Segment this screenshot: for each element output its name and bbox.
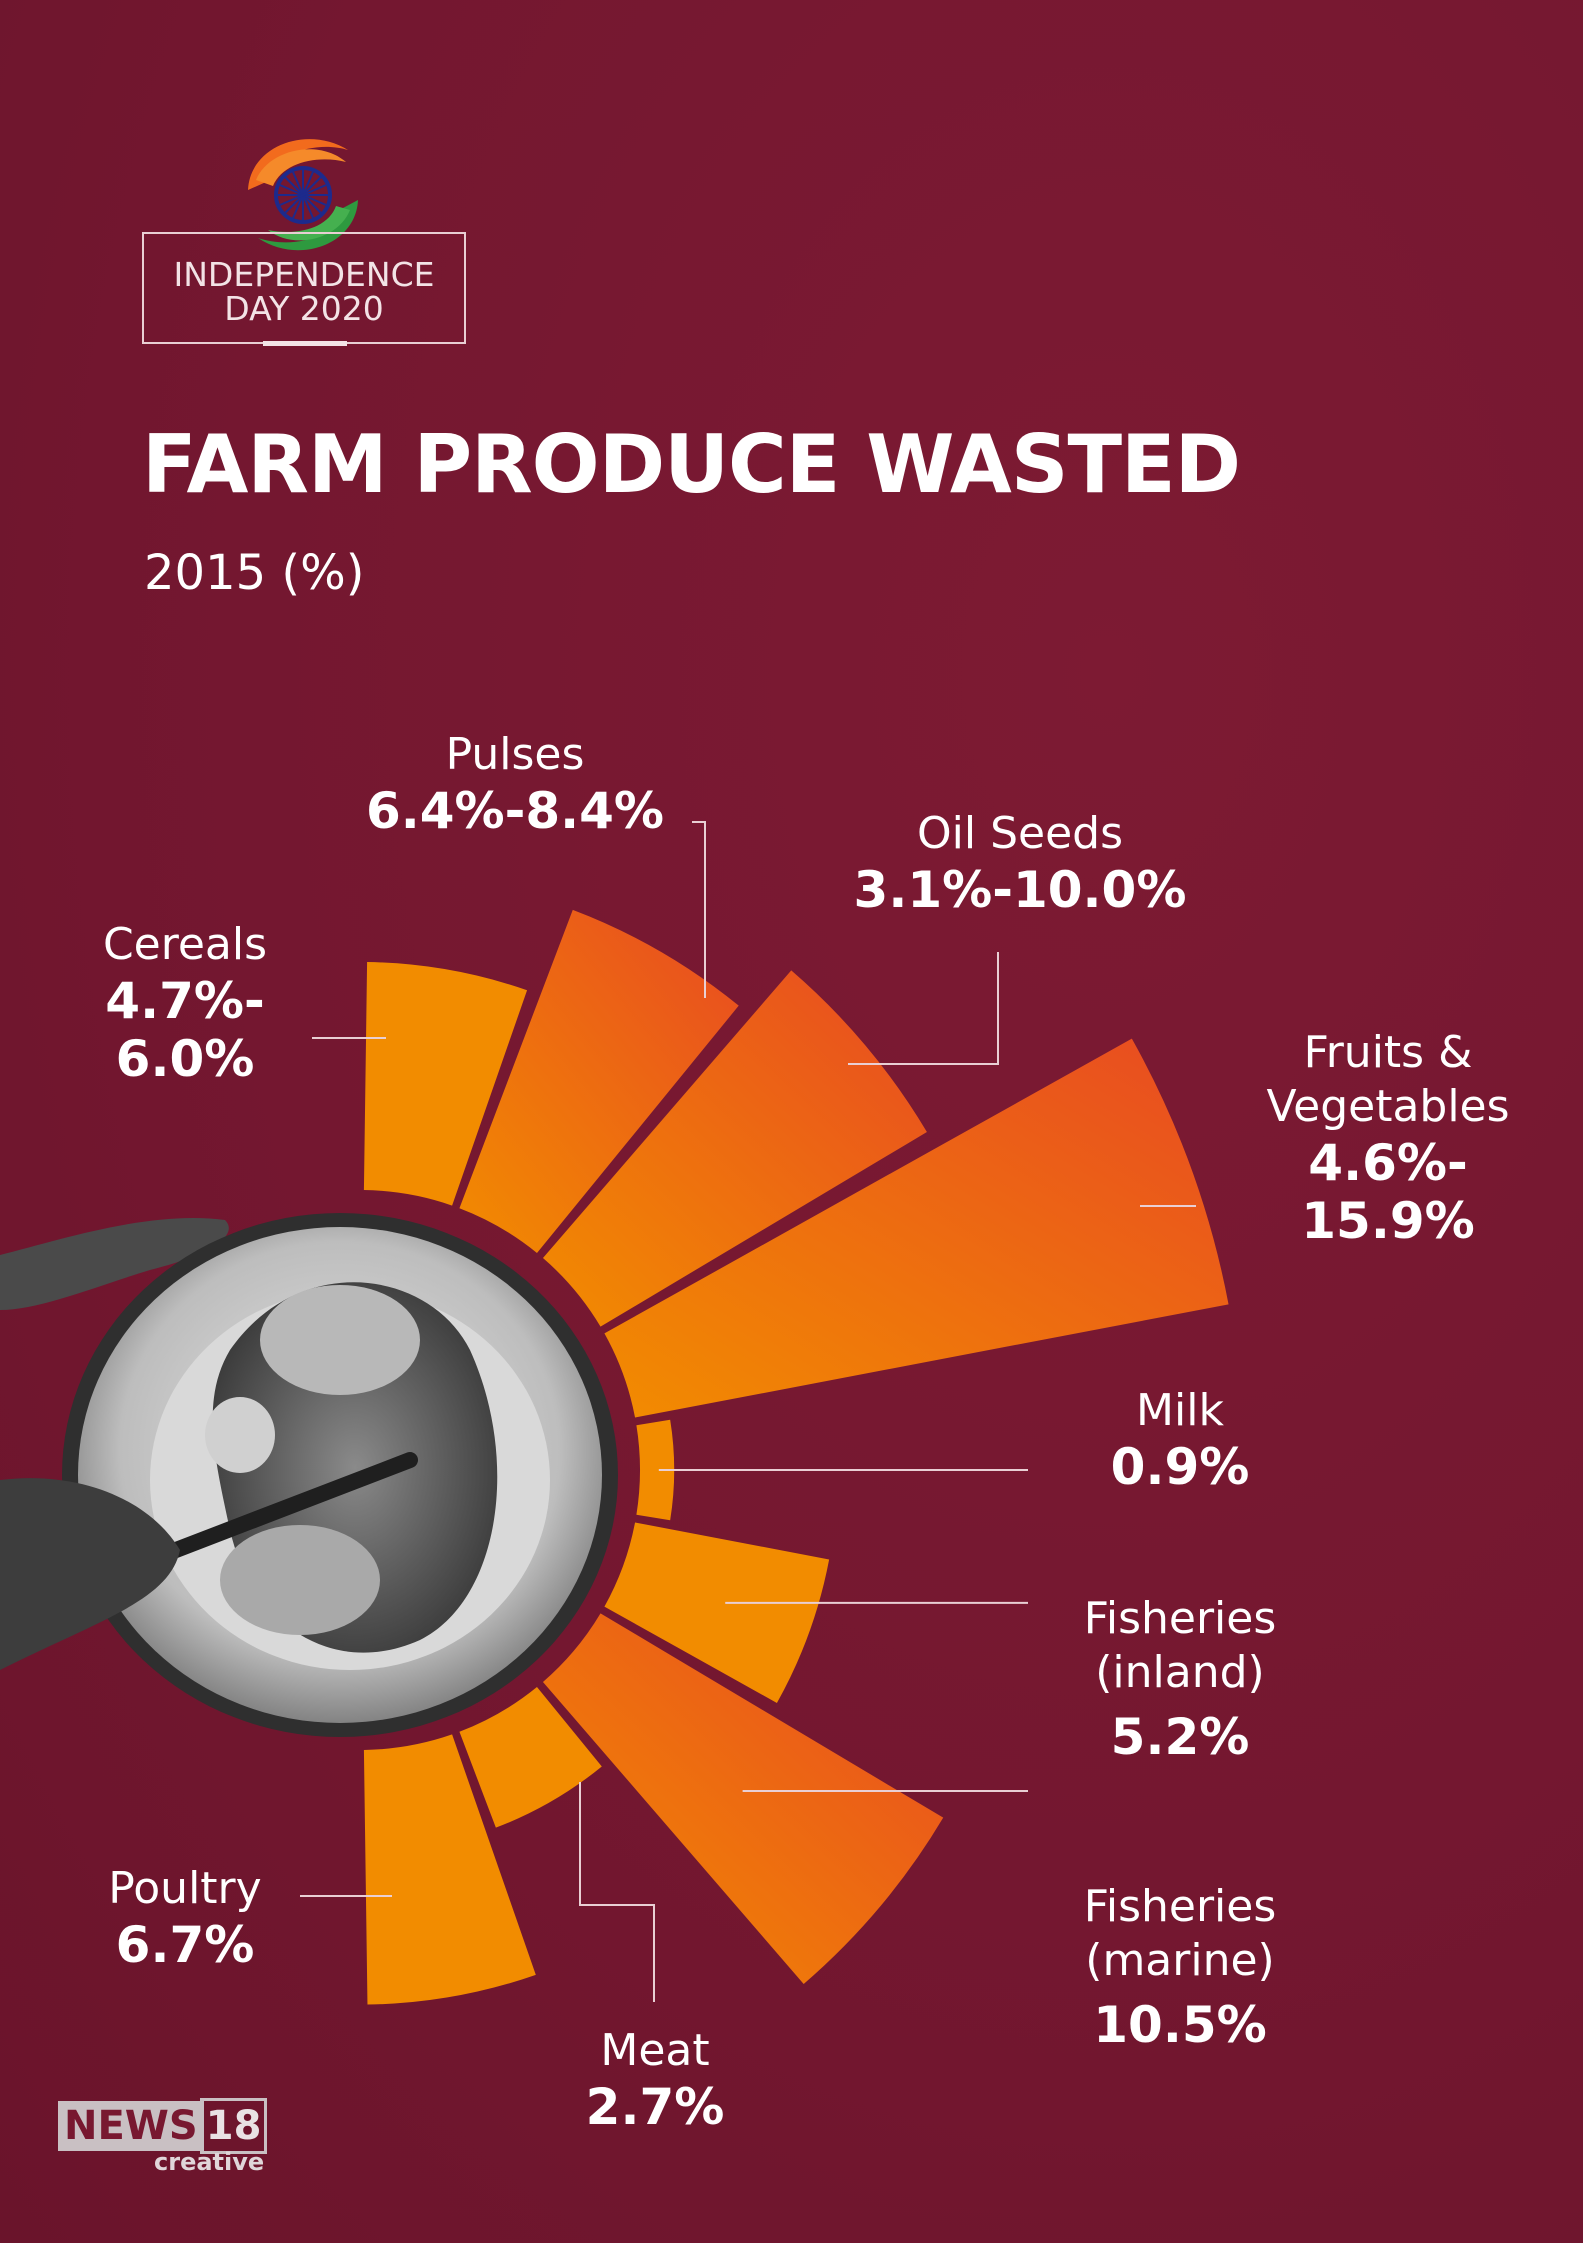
bars-group bbox=[363, 909, 1229, 2005]
label-poultry: Poultry 6.7% bbox=[85, 1862, 285, 1974]
bar-fruits-vegetables bbox=[604, 1038, 1229, 1418]
emblem-text: INDEPENDENCE DAY 2020 bbox=[142, 258, 466, 326]
label-fruits-value-1: 4.6%- bbox=[1308, 1134, 1468, 1192]
tricolor-chakra-icon bbox=[248, 139, 358, 251]
label-poultry-value: 6.7% bbox=[115, 1916, 255, 1974]
label-fisheries-inland: Fisheries (inland) 5.2% bbox=[1060, 1592, 1300, 1766]
label-poultry-name: Poultry bbox=[108, 1863, 262, 1914]
label-oil-seeds-value: 3.1%-10.0% bbox=[853, 861, 1187, 919]
news18-logo: NEWS 18 creative bbox=[58, 2098, 268, 2176]
label-milk: Milk 0.9% bbox=[1080, 1384, 1280, 1496]
news18-tagline: creative bbox=[154, 2148, 265, 2176]
label-fruits-value-2: 15.9% bbox=[1301, 1192, 1475, 1250]
label-pulses-value: 6.4%-8.4% bbox=[365, 782, 665, 840]
label-milk-name: Milk bbox=[1136, 1385, 1224, 1436]
label-fisheries-marine-value: 10.5% bbox=[1093, 1996, 1267, 2054]
label-pulses-name: Pulses bbox=[445, 729, 585, 780]
emblem-line1: INDEPENDENCE bbox=[173, 255, 435, 294]
label-milk-value: 0.9% bbox=[1110, 1438, 1250, 1496]
emblem-line2: DAY 2020 bbox=[224, 289, 384, 328]
bar-poultry bbox=[363, 1734, 536, 2005]
label-meat-name: Meat bbox=[600, 2025, 710, 2076]
bar-cereals bbox=[363, 962, 528, 1206]
label-fisheries-inland-value: 5.2% bbox=[1110, 1708, 1250, 1766]
bar-milk bbox=[636, 1419, 675, 1521]
plate-photo bbox=[0, 1213, 618, 1737]
bar-pulses bbox=[459, 909, 739, 1254]
label-cereals-value-2: 6.0% bbox=[115, 1030, 255, 1088]
leader-line-meat bbox=[579, 1782, 655, 2002]
page-subtitle: 2015 (%) bbox=[144, 545, 365, 601]
leader-lines-group bbox=[300, 821, 1196, 2002]
page-title: FARM PRODUCE WASTED bbox=[142, 418, 1241, 511]
emblem-underline bbox=[263, 341, 347, 346]
label-fruits-name-1: Fruits & bbox=[1303, 1027, 1473, 1078]
leader-line-oil-seeds bbox=[848, 952, 999, 1065]
label-fruits-name-2: Vegetables bbox=[1266, 1081, 1510, 1132]
label-cereals: Cereals 4.7%- 6.0% bbox=[95, 918, 275, 1088]
label-fruits-vegetables: Fruits & Vegetables 4.6%- 15.9% bbox=[1248, 1026, 1528, 1250]
bar-oil-seeds bbox=[542, 970, 927, 1327]
label-fisheries-inland-name-1: Fisheries bbox=[1083, 1593, 1277, 1644]
label-fisheries-marine: Fisheries (marine) 10.5% bbox=[1060, 1880, 1300, 2054]
label-pulses: Pulses 6.4%-8.4% bbox=[360, 728, 670, 840]
bar-meat bbox=[459, 1686, 602, 1828]
leader-line-pulses bbox=[692, 821, 706, 998]
label-oil-seeds-name: Oil Seeds bbox=[917, 808, 1123, 859]
label-fisheries-marine-name-1: Fisheries bbox=[1083, 1881, 1277, 1932]
label-oil-seeds: Oil Seeds 3.1%-10.0% bbox=[850, 807, 1190, 919]
news18-number: 18 bbox=[199, 2098, 268, 2154]
label-fisheries-inland-name-2: (inland) bbox=[1095, 1647, 1265, 1698]
bar-fisheries-marine bbox=[542, 1613, 944, 1984]
label-cereals-name: Cereals bbox=[102, 919, 268, 970]
news18-brand: NEWS bbox=[58, 2101, 204, 2151]
label-meat-value: 2.7% bbox=[585, 2078, 725, 2136]
label-meat: Meat 2.7% bbox=[555, 2024, 755, 2136]
label-cereals-value-1: 4.7%- bbox=[105, 972, 265, 1030]
bar-fisheries-inland bbox=[604, 1522, 830, 1704]
label-fisheries-marine-name-2: (marine) bbox=[1085, 1935, 1275, 1986]
